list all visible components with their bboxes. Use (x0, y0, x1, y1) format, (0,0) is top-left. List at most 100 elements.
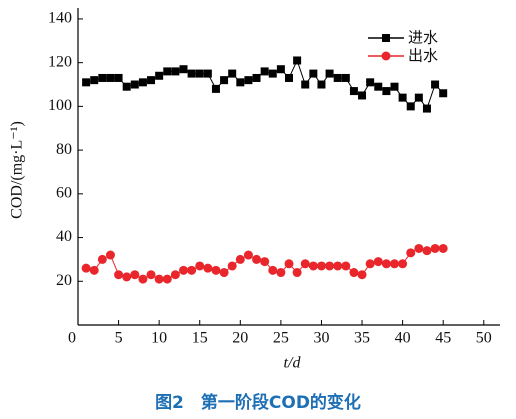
data-point (268, 69, 277, 78)
data-point (97, 254, 107, 264)
data-point (170, 270, 180, 280)
data-point (414, 243, 424, 253)
data-point (236, 78, 245, 87)
x-tick-label: 40 (395, 330, 411, 347)
data-point (260, 257, 270, 267)
data-point (430, 243, 440, 253)
data-point (147, 76, 156, 85)
data-point (114, 270, 124, 280)
data-point (333, 261, 343, 271)
data-point (333, 73, 342, 82)
data-point (211, 84, 220, 93)
data-point (138, 78, 147, 87)
data-point (422, 246, 432, 256)
data-point (260, 67, 269, 76)
data-point (130, 80, 139, 89)
data-point (114, 73, 123, 82)
data-point (439, 89, 448, 98)
data-point (285, 73, 293, 82)
data-point (398, 93, 407, 102)
data-point (98, 73, 107, 82)
data-point (366, 78, 375, 87)
data-point (171, 67, 180, 76)
data-point (106, 73, 115, 82)
data-point (373, 257, 383, 267)
data-point (138, 274, 148, 284)
x-tick-label: 5 (115, 330, 123, 347)
data-point (122, 82, 131, 91)
y-axis-label: COD/(mg·L⁻¹) (9, 121, 26, 219)
data-point (179, 65, 188, 74)
data-point (82, 78, 91, 87)
data-point (293, 56, 302, 65)
y-tick-label: 100 (48, 97, 72, 114)
data-point (252, 73, 261, 82)
data-point (203, 69, 212, 78)
y-tick-label: 20 (56, 272, 72, 289)
legend-label: 进水 (408, 29, 438, 47)
legend-label: 出水 (408, 47, 438, 65)
data-point (227, 261, 237, 271)
data-point (195, 69, 204, 78)
x-tick-label: 35 (354, 330, 370, 347)
data-point (162, 274, 172, 284)
x-axis-label: t/d (284, 355, 302, 372)
x-tick-label: 45 (435, 330, 451, 347)
data-point (406, 248, 416, 258)
data-point (235, 254, 245, 264)
data-point (163, 67, 172, 76)
data-point (341, 73, 350, 82)
data-point (341, 261, 351, 271)
data-point (154, 274, 164, 284)
data-point (300, 259, 310, 269)
data-point (382, 87, 391, 96)
data-point (244, 76, 253, 85)
data-point (89, 265, 99, 275)
data-point (276, 268, 286, 278)
x-tick-label: 15 (192, 330, 208, 347)
y-tick-label: 120 (48, 53, 72, 70)
data-point (316, 261, 326, 271)
data-point (252, 254, 262, 264)
data-point (357, 270, 367, 280)
data-point (179, 265, 188, 275)
data-point (308, 261, 318, 271)
data-point (381, 259, 391, 269)
caption: 图2 第一阶段COD的变化 (155, 392, 361, 413)
data-point (317, 80, 326, 89)
data-point (301, 80, 310, 89)
data-point (325, 69, 334, 78)
data-point (309, 69, 318, 78)
x-tick-label: 0 (68, 330, 76, 347)
data-point (219, 268, 229, 278)
data-point (81, 263, 91, 273)
data-point (146, 270, 156, 280)
data-point (349, 268, 359, 278)
data-point (358, 91, 367, 100)
x-tick-label: 20 (232, 330, 248, 347)
x-tick-label: 25 (273, 330, 289, 347)
x-tick-label: 50 (476, 330, 492, 347)
y-tick-label: 140 (48, 10, 72, 27)
data-point (365, 259, 375, 269)
data-point (90, 76, 99, 85)
data-point (105, 250, 115, 260)
data-point (422, 104, 431, 113)
data-point (203, 263, 213, 273)
data-point (292, 268, 302, 278)
y-tick-label: 60 (56, 184, 72, 201)
data-point (431, 80, 440, 89)
data-point (390, 259, 399, 269)
data-point (211, 265, 221, 275)
data-point (268, 265, 278, 275)
data-point (284, 259, 294, 269)
data-point (325, 261, 335, 271)
data-point (130, 270, 140, 280)
y-tick-label: 40 (56, 228, 72, 245)
data-point (243, 250, 253, 260)
data-point (155, 71, 164, 80)
x-tick-label: 30 (313, 330, 329, 347)
data-point (398, 259, 408, 269)
data-point (187, 265, 197, 275)
